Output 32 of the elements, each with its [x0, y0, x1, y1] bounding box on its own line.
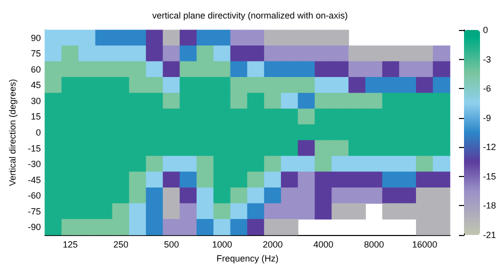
y-tick-label: 90 [30, 32, 41, 43]
color-bar-label: -21 [483, 230, 496, 240]
x-tick-label: 4000 [313, 240, 334, 250]
y-tick-label: -90 [28, 222, 41, 232]
chart-title: vertical plane directivity (normalized with on-axis) [152, 10, 348, 20]
color-bar-label: -9 [483, 112, 492, 123]
y-tick-label: -75 [28, 206, 41, 216]
y-axis-title: Vertical direction (degrees) [8, 78, 18, 186]
color-bar-label: -12 [483, 142, 496, 152]
x-tick-label: 2000 [262, 240, 283, 250]
color-bar-label: 0 [483, 25, 488, 35]
y-tick-label: 45 [30, 80, 41, 90]
y-tick-label: -45 [28, 174, 41, 185]
x-tick-label: 125 [62, 240, 78, 250]
color-bar-label: -18 [483, 200, 496, 211]
y-tick-label: 75 [30, 48, 41, 59]
x-tick-label: 250 [113, 240, 128, 250]
y-tick-label: 30 [30, 96, 41, 106]
y-tick-label: 15 [30, 112, 41, 122]
y-tick-label: 60 [30, 64, 41, 74]
y-tick-label: -60 [28, 190, 41, 201]
x-axis-title: Frequency (Hz) [216, 253, 278, 264]
y-tick-label: -15 [28, 143, 41, 154]
x-tick-label: 8000 [364, 240, 384, 250]
color-bar-label: -15 [483, 171, 496, 182]
x-tick-label: 1000 [212, 240, 232, 250]
x-tick-label: 500 [164, 240, 180, 250]
y-tick-label: 0 [36, 128, 41, 138]
y-tick-label: -30 [28, 159, 41, 170]
color-bar-label: -6 [483, 84, 492, 94]
color-bar-label: -3 [483, 54, 492, 64]
x-tick-label: 16000 [412, 240, 438, 250]
